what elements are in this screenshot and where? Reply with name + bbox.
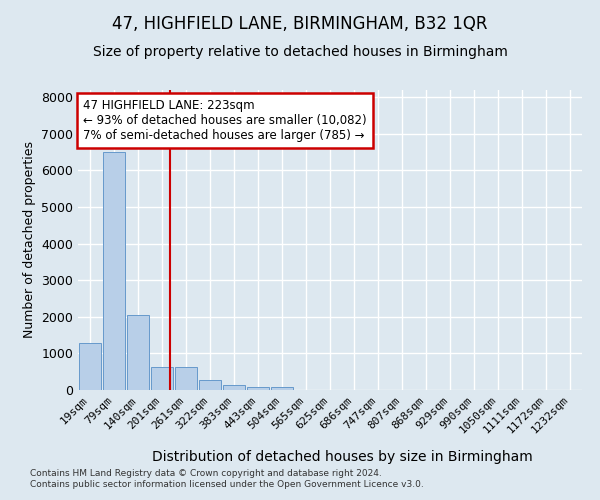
Bar [247,387,269,390]
Text: 47 HIGHFIELD LANE: 223sqm
← 93% of detached houses are smaller (10,082)
7% of se: 47 HIGHFIELD LANE: 223sqm ← 93% of detac… [83,99,367,142]
Text: Contains HM Land Registry data © Crown copyright and database right 2024.: Contains HM Land Registry data © Crown c… [30,468,382,477]
Bar [199,380,221,390]
Bar [175,368,197,390]
Y-axis label: Number of detached properties: Number of detached properties [23,142,35,338]
Bar [271,388,293,390]
Text: Size of property relative to detached houses in Birmingham: Size of property relative to detached ho… [92,45,508,59]
Bar [223,385,245,390]
Text: 47, HIGHFIELD LANE, BIRMINGHAM, B32 1QR: 47, HIGHFIELD LANE, BIRMINGHAM, B32 1QR [112,15,488,33]
Bar [151,368,173,390]
Bar [103,152,125,390]
Bar [127,315,149,390]
Bar [79,343,101,390]
Text: Contains public sector information licensed under the Open Government Licence v3: Contains public sector information licen… [30,480,424,489]
Text: Distribution of detached houses by size in Birmingham: Distribution of detached houses by size … [152,450,532,464]
